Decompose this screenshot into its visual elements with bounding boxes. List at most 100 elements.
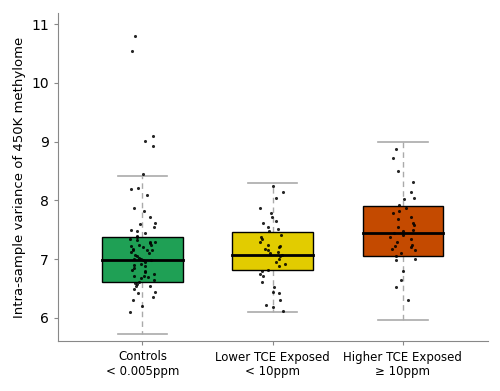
Point (150, 271, 158, 277)
Point (278, 188, 286, 195)
Point (136, 221, 143, 227)
Y-axis label: Intra-sample variance of 450K methylome: Intra-sample variance of 450K methylome (12, 36, 26, 317)
Point (258, 278, 266, 285)
Point (408, 241, 416, 248)
Point (134, 185, 141, 191)
Point (394, 202, 402, 208)
Point (402, 204, 410, 211)
Point (141, 230, 149, 236)
Point (410, 222, 418, 228)
Point (126, 249, 134, 255)
Point (135, 278, 143, 285)
Bar (232, 231, 313, 270)
Point (266, 250, 274, 256)
Point (150, 220, 158, 226)
Point (409, 179, 417, 185)
Point (129, 246, 137, 252)
Point (129, 247, 137, 253)
Point (268, 304, 276, 310)
Point (148, 247, 156, 253)
Point (149, 294, 157, 301)
Point (270, 289, 278, 295)
Point (130, 285, 138, 292)
Point (270, 284, 278, 291)
Point (264, 224, 272, 230)
Point (133, 253, 141, 259)
Point (144, 250, 152, 256)
Point (141, 259, 149, 265)
Point (148, 133, 156, 139)
Point (130, 256, 138, 262)
Point (274, 256, 282, 262)
Bar (362, 206, 443, 256)
Point (268, 214, 276, 220)
Point (128, 297, 136, 303)
Point (140, 273, 147, 279)
Point (258, 268, 266, 274)
Point (394, 239, 402, 245)
Point (386, 234, 394, 240)
Point (276, 290, 283, 296)
Point (138, 275, 145, 281)
Point (278, 251, 286, 258)
Point (276, 243, 283, 249)
Point (264, 241, 272, 248)
Point (127, 243, 135, 249)
Point (126, 309, 134, 315)
Point (147, 257, 155, 264)
Point (407, 188, 415, 195)
Point (136, 261, 144, 267)
Point (394, 216, 402, 222)
Point (390, 243, 398, 249)
Point (272, 218, 280, 224)
Point (150, 289, 158, 295)
Point (399, 268, 407, 274)
Point (142, 268, 150, 274)
Point (390, 230, 398, 236)
Point (150, 224, 158, 230)
Point (135, 255, 143, 261)
Point (264, 267, 272, 273)
Point (134, 290, 142, 296)
Point (130, 262, 138, 268)
Point (407, 214, 415, 220)
Point (137, 256, 145, 262)
Point (142, 269, 150, 275)
Point (130, 265, 138, 271)
Point (130, 273, 138, 279)
Point (274, 249, 282, 255)
Point (258, 235, 266, 242)
Point (139, 244, 147, 251)
Point (411, 256, 419, 262)
Point (139, 171, 147, 177)
Point (144, 274, 152, 280)
Point (134, 234, 141, 240)
Point (131, 280, 139, 286)
Point (411, 247, 419, 253)
Point (396, 208, 404, 214)
Point (404, 297, 412, 303)
Point (141, 137, 149, 143)
Point (256, 271, 264, 277)
Point (409, 227, 417, 233)
Point (259, 220, 267, 226)
Point (146, 239, 154, 245)
Point (400, 196, 408, 203)
Point (269, 183, 277, 189)
Point (258, 234, 266, 240)
Point (274, 226, 282, 232)
Point (130, 33, 138, 39)
Point (150, 143, 158, 150)
Point (277, 231, 285, 238)
Point (408, 220, 416, 226)
Point (128, 48, 136, 54)
Point (146, 240, 154, 246)
Point (274, 263, 282, 269)
Point (399, 231, 407, 238)
Point (276, 297, 283, 303)
Point (407, 235, 415, 242)
Point (388, 246, 396, 252)
Point (150, 277, 158, 283)
Point (282, 261, 290, 267)
Point (389, 210, 397, 217)
